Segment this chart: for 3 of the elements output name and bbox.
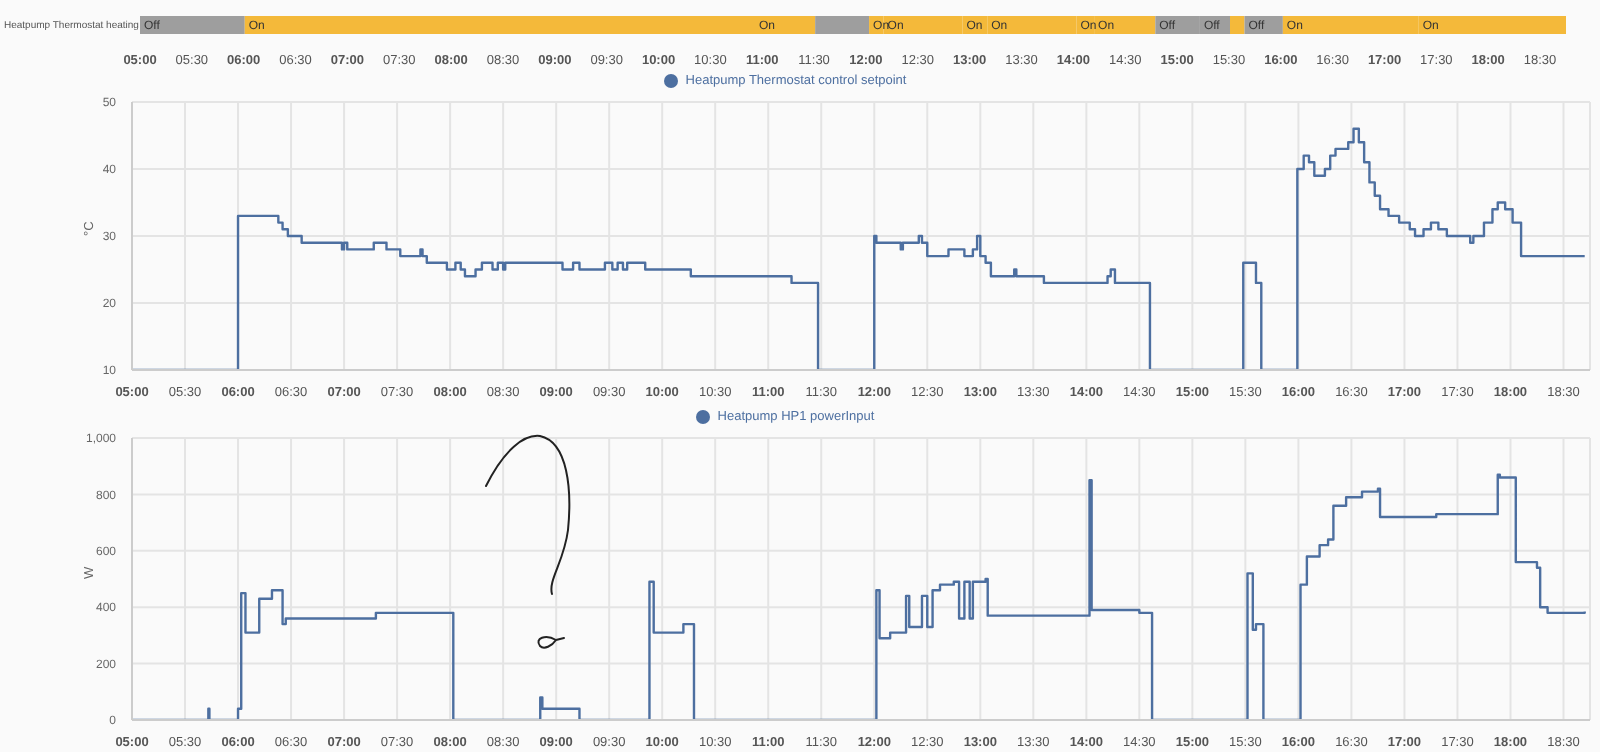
bar (815, 16, 870, 34)
bar (140, 16, 245, 34)
bar (1229, 16, 1245, 34)
